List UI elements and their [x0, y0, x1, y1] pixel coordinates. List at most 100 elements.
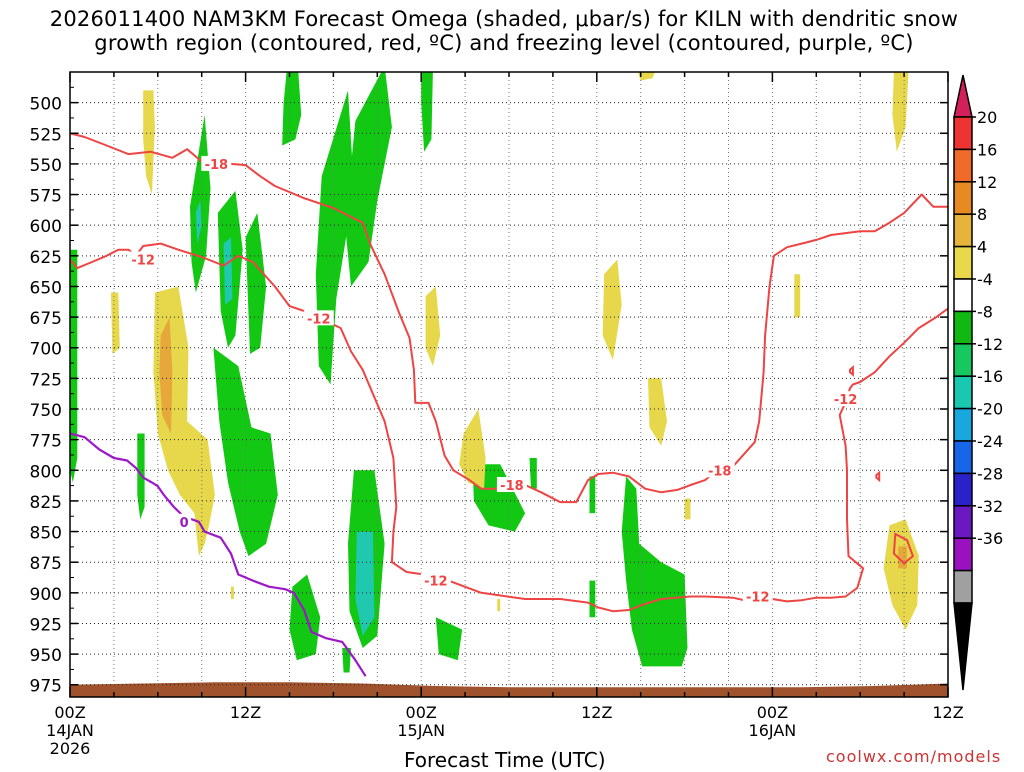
colorbar-segment: [953, 181, 973, 215]
omega-region-yellow: [637, 72, 655, 81]
contour-label-bg: [303, 310, 334, 326]
colorbar-bottom-triangle: [953, 602, 973, 691]
dgz-contour-label: -12: [424, 575, 448, 590]
colorbar-label: 4: [977, 238, 987, 257]
dgz-contour-label: -18: [708, 464, 732, 479]
omega-region-yellow: [143, 90, 155, 195]
x-axis-title: Forecast Time (UTC): [404, 748, 606, 772]
colorbar-top-triangle: [953, 74, 973, 118]
colorbar-label: -36: [977, 529, 1003, 548]
colorbar-label: 20: [977, 108, 997, 127]
colorbar-label: -4: [977, 270, 993, 289]
colorbar-segment: [953, 310, 973, 345]
colorbar: 20 16 12 8 4 -4 -8 -12 -16 -20 -24 -28 -32 -36: [953, 74, 1003, 691]
dgz-closed-contour: [892, 532, 915, 565]
y-axis: 500 525 550 575 600 625 650 675 700 725 750 775 800 8…: [30, 86, 948, 697]
omega-region-yellow: [883, 519, 919, 630]
dgz-contour-label: -18: [205, 158, 229, 173]
contour-label-bg: [496, 476, 527, 492]
colorbar-label: 8: [977, 205, 987, 224]
colorbar-label: -20: [977, 400, 1003, 419]
x-tick-label: 00Z: [54, 703, 85, 722]
x-tick-label: 12Z: [581, 703, 612, 722]
y-tick-label: 950: [30, 646, 62, 666]
y-tick-label: 550: [30, 156, 62, 176]
colorbar-label: 16: [977, 140, 997, 159]
omega-shading-layer: [70, 72, 919, 673]
contour-label-bg: [830, 391, 861, 407]
omega-region-orange: [898, 546, 907, 569]
dgz-contour-label: -12: [746, 591, 770, 606]
colorbar-segment: [953, 537, 973, 572]
omega-region-green: [245, 212, 267, 354]
y-tick-label: 625: [30, 248, 62, 268]
omega-region-teal: [355, 531, 375, 636]
dgz-contour--18: [70, 132, 948, 504]
colorbar-segment: [953, 375, 973, 410]
colorbar-segment: [953, 569, 973, 604]
omega-region-green: [589, 580, 596, 618]
omega-region-yellow: [425, 286, 441, 367]
colorbar-segment: [953, 148, 973, 183]
dgz-closed-contour: [849, 365, 854, 377]
omega-region-orange: [159, 317, 173, 434]
omega-region-green: [435, 617, 463, 661]
omega-region-yellow: [602, 259, 622, 360]
contour-label-bg: [420, 572, 451, 588]
y-tick-label: 500: [30, 95, 62, 115]
omega-region-green: [289, 574, 321, 661]
contour-label-bg: [742, 588, 773, 604]
y-tick-label: 925: [30, 615, 62, 635]
colorbar-segment: [953, 472, 973, 507]
colorbar-label: -28: [977, 464, 1003, 483]
y-tick-label: 750: [30, 401, 62, 421]
freezing-level-contour: [70, 432, 367, 677]
omega-region-green: [213, 347, 278, 557]
contour-label-bg: [704, 462, 735, 478]
omega-region-yellow: [648, 378, 667, 446]
omega-region-yellow: [684, 498, 691, 520]
y-tick-label: 775: [30, 432, 62, 452]
chart-title-line-2: growth region (contoured, red, ºC) and f…: [94, 31, 914, 55]
x-tick-label: 00Z: [406, 703, 437, 722]
y-tick-label: 650: [30, 278, 62, 298]
freezing-label-bg: [177, 513, 192, 529]
colorbar-segment: [953, 278, 973, 313]
y-tick-label: 850: [30, 524, 62, 544]
y-tick-label: 700: [30, 340, 62, 360]
omega-region-yellow: [794, 274, 801, 318]
y-tick-label: 875: [30, 554, 62, 574]
colorbar-segment: [953, 440, 973, 475]
colorbar-segment: [953, 407, 973, 442]
grid-layer: [70, 72, 948, 697]
y-tick-label: 975: [30, 677, 62, 697]
contour-label-bg: [128, 251, 159, 267]
y-tick-label: 725: [30, 370, 62, 390]
y-tick-label: 675: [30, 309, 62, 329]
omega-region-green: [472, 464, 526, 532]
freezing-contour-label: 0: [180, 516, 189, 531]
y-tick-label: 825: [30, 493, 62, 513]
credit-link[interactable]: coolwx.com/models: [826, 747, 1002, 766]
contour-label-bg: [201, 155, 232, 171]
colorbar-label: 12: [977, 173, 997, 192]
omega-region-green: [282, 72, 302, 146]
x-tick-date: 14JAN: [46, 721, 94, 740]
omega-region-yellow: [111, 292, 120, 354]
colorbar-label: -32: [977, 497, 1003, 516]
omega-region-green: [589, 476, 596, 514]
contour-layer: -18 -12 -12 -18 -18 -12 -12 -12 0: [70, 132, 948, 677]
colorbar-label: -16: [977, 367, 1003, 386]
omega-region-green: [529, 458, 537, 489]
omega-region-green: [345, 72, 392, 287]
y-tick-label: 575: [30, 187, 62, 207]
dgz-contour-label: -12: [307, 312, 331, 327]
omega-region-yellow: [892, 72, 909, 152]
colorbar-segment: [953, 213, 973, 248]
colorbar-label: -24: [977, 432, 1003, 451]
omega-region-yellow: [459, 409, 486, 489]
dgz-contour-label: -12: [131, 254, 155, 269]
omega-region-yellow: [231, 586, 234, 599]
colorbar-segment: [953, 505, 973, 539]
y-tick-label: 600: [30, 217, 62, 237]
